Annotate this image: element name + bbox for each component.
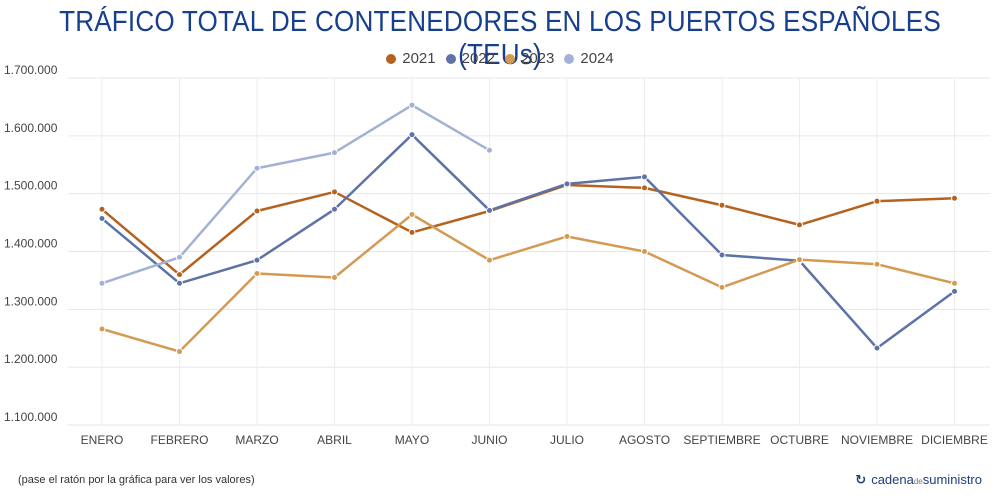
data-point-2024 [253,164,261,172]
data-point-2023 [176,348,183,356]
data-point-2023 [486,256,493,264]
y-tick-label: 1.100.000 [4,410,58,424]
x-tick-label: ABRIL [317,433,352,447]
data-point-2022 [331,205,338,213]
data-point-2023 [718,283,726,291]
data-point-2023 [873,260,881,268]
data-point-2023 [951,279,958,287]
x-tick-label: MAYO [395,433,429,447]
legend-item-2021[interactable]: 2021 [386,50,436,67]
x-tick-label: FEBRERO [150,433,208,447]
x-tick-label: ENERO [81,433,124,447]
x-tick-label: NOVIEMBRE [841,433,913,447]
x-tick-label: JUNIO [472,433,508,447]
legend-item-2023[interactable]: 2023 [505,50,554,67]
data-point-2024 [486,146,493,154]
legend-label: 2024 [580,50,614,67]
hover-hint: (pase el ratón por la gráfica para ver l… [18,474,255,486]
y-tick-label: 1.700.000 [4,63,58,77]
brand-main: cadena [871,472,914,487]
brand-logo: ↻ cadenadesuministro [855,472,982,488]
data-point-2021 [176,271,183,279]
data-point-2023 [98,325,106,333]
data-point-2021 [253,207,261,215]
legend-label: 2023 [521,50,555,67]
y-tick-label: 1.200.000 [4,352,58,366]
data-point-2021 [796,221,803,229]
legend: 2021 2022 2023 2024 [0,50,1000,67]
data-point-2022 [951,287,958,295]
x-tick-label: MARZO [235,433,278,447]
series-line-2023 [101,213,955,353]
legend-marker [505,54,515,64]
data-point-2023 [563,232,571,240]
data-point-2022 [718,251,726,259]
data-point-2021 [951,194,958,202]
data-point-2021 [873,197,881,205]
brand-end: suministro [922,472,982,487]
y-tick-label: 1.600.000 [4,121,58,135]
x-tick-label: AGOSTO [619,433,670,447]
data-point-2022 [408,131,416,139]
data-point-2024 [98,279,106,287]
x-tick-label: OCTUBRE [770,433,829,447]
data-point-2023 [253,269,261,277]
y-tick-label: 1.500.000 [4,179,58,193]
data-point-2024 [331,149,338,157]
y-tick-label: 1.300.000 [4,294,58,308]
data-point-2024 [408,101,416,109]
data-point-2021 [408,228,416,236]
y-tick-label: 1.400.000 [4,237,58,251]
legend-item-2024[interactable]: 2024 [564,50,614,67]
data-point-2022 [253,256,261,264]
data-point-2021 [641,184,648,192]
legend-marker [564,54,575,64]
legend-item-2022[interactable]: 2022 [445,50,495,67]
series-line-2022 [101,133,956,350]
data-point-2021 [98,205,106,213]
x-tick-label: JULIO [550,433,584,447]
data-point-2022 [563,180,571,188]
data-point-2023 [796,256,803,264]
x-tick-label: DICIEMBRE [921,433,988,447]
data-point-2022 [486,206,493,214]
data-point-2022 [98,215,106,223]
legend-marker [445,54,456,64]
x-tick-label: SEPTIEMBRE [683,433,760,447]
series-line-2024 [101,103,491,285]
data-point-2021 [331,188,338,196]
legend-label: 2022 [461,50,495,67]
data-point-2023 [408,210,416,218]
data-point-2022 [641,173,648,181]
brand-small: de [913,477,923,486]
data-point-2023 [641,248,648,255]
data-point-2024 [176,253,183,261]
refresh-logo-icon: ↻ [855,472,867,487]
data-point-2022 [176,279,183,287]
data-point-2021 [718,201,726,209]
data-point-2022 [873,344,881,352]
chart-title: TRÁFICO TOTAL DE CONTENEDORES EN LOS PUE… [59,6,941,71]
legend-marker [386,54,397,64]
data-point-2023 [331,274,338,282]
legend-label: 2021 [402,50,436,67]
